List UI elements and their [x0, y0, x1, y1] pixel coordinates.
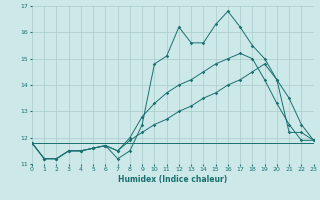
X-axis label: Humidex (Indice chaleur): Humidex (Indice chaleur): [118, 175, 228, 184]
